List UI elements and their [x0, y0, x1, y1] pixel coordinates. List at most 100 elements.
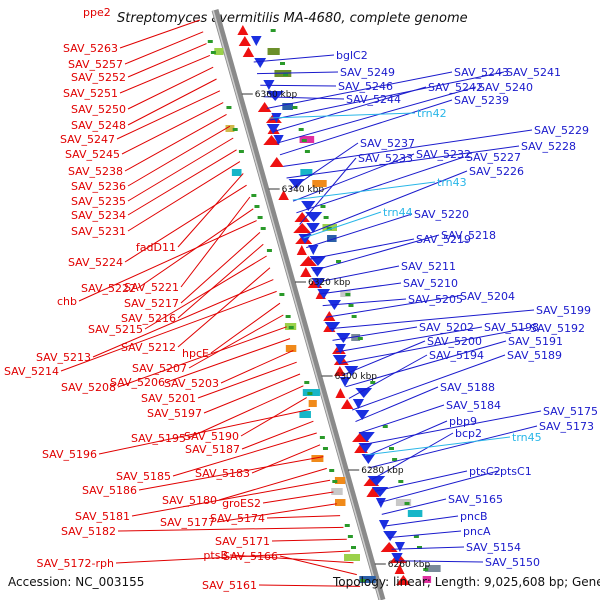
reverse-gene-arrow	[358, 443, 373, 453]
gene-label: SAV_5180	[162, 494, 217, 507]
leader-line	[203, 373, 301, 414]
scale-tick-label: 6260 kbp	[388, 560, 431, 570]
label-leader-lines	[60, 19, 542, 587]
leader-line	[266, 71, 453, 109]
leader-line	[306, 213, 413, 249]
gene-label: SAV_5249	[340, 66, 395, 79]
annotation-block	[422, 576, 432, 583]
small-feature-mark	[283, 73, 289, 76]
reverse-gene-arrow	[288, 179, 305, 189]
reverse-gene-arrow	[266, 91, 285, 101]
leader-line	[302, 170, 468, 237]
gene-label: SAV_5198	[484, 321, 539, 334]
gene-label: pbp9	[449, 415, 477, 428]
reverse-gene-arrow	[358, 432, 375, 442]
forward-gene-arrow	[335, 388, 346, 398]
leader-line	[384, 515, 459, 527]
gene-label: groES2	[222, 497, 261, 510]
annotation-block	[327, 235, 337, 242]
leader-line	[98, 408, 311, 455]
gene-label: SAV_5205	[408, 293, 463, 306]
leader-line	[391, 546, 465, 550]
leader-line	[251, 444, 321, 474]
leader-line	[144, 255, 267, 330]
small-feature-mark	[260, 227, 266, 230]
annotation-block	[395, 499, 412, 506]
leader-line	[365, 420, 448, 457]
leader-line	[273, 86, 427, 133]
gene-label: SAV_5202	[419, 321, 474, 334]
gene-label: SAV_5177	[160, 516, 215, 529]
forward-gene-arrow	[237, 25, 249, 35]
reverse-gene-arrow	[339, 377, 351, 387]
gene-label: SAV_5212	[121, 341, 176, 354]
gene-label: SAV_5235	[71, 195, 126, 208]
forward-gene-arrow	[300, 267, 312, 277]
leader-line	[269, 112, 416, 119]
gene-label: SAV_5227	[466, 151, 521, 164]
leader-line	[388, 530, 462, 539]
leader-line	[292, 181, 436, 201]
small-feature-mark	[404, 502, 410, 505]
small-feature-mark	[336, 260, 342, 263]
reverse-gene-arrow	[378, 520, 390, 530]
leader-line	[187, 385, 304, 439]
annotation-block	[225, 125, 235, 132]
small-feature-mark	[382, 425, 388, 428]
accession-text: Accession: NC_003155	[8, 575, 144, 589]
annotation-block	[214, 48, 224, 55]
leader-line	[124, 31, 204, 65]
gene-label: SAV_5199	[536, 304, 591, 317]
small-feature-mark	[288, 326, 294, 329]
leader-line	[119, 19, 200, 49]
reverse-gene-arrow	[352, 399, 365, 409]
scale-tick-label: 6300 kbp	[335, 372, 378, 382]
gene-label: SAV_5206	[110, 376, 165, 389]
gene-label: SAV_5220	[414, 208, 469, 221]
leader-line	[92, 279, 274, 358]
leader-line	[271, 538, 347, 542]
gene-label: SAV_5187	[185, 443, 240, 456]
annotation-block	[299, 136, 315, 143]
gene-label: SAV_5248	[71, 119, 126, 132]
gene-label: SAV_5222	[81, 282, 136, 295]
gene-label: ptsB	[203, 549, 228, 562]
small-feature-mark	[398, 480, 404, 483]
small-feature-mark	[280, 62, 286, 65]
small-feature-mark	[416, 546, 422, 549]
reverse-gene-arrow	[394, 542, 405, 552]
gene-label: SAV_5183	[195, 467, 250, 480]
scale-tick-label: 6320 kbp	[308, 278, 351, 288]
gene-label: SAV_5237	[360, 137, 415, 150]
small-feature-mark	[357, 337, 363, 340]
gene-label: fadD11	[136, 241, 176, 254]
gene-label: SAV_5247	[60, 133, 115, 146]
gene-label: SAV_5252	[71, 71, 126, 84]
leader-line	[127, 137, 234, 202]
leader-line	[394, 560, 484, 563]
small-feature-mark	[207, 40, 213, 43]
reverse-gene-arrow	[332, 355, 347, 365]
small-feature-mark	[301, 139, 307, 142]
gene-label: SAV_5263	[63, 42, 118, 55]
leader-line	[348, 354, 428, 399]
reverse-gene-arrow	[336, 333, 351, 343]
reverse-gene-arrow	[310, 267, 324, 277]
small-feature-mark	[348, 304, 354, 307]
annotation-block	[312, 180, 327, 187]
forward-gene-arrow	[380, 542, 398, 552]
gene-label: SAV_5191	[508, 335, 563, 348]
leader-line	[218, 467, 327, 501]
leader-line	[263, 96, 345, 100]
reverse-gene-arrow	[306, 223, 320, 233]
gene-label: SAV_5229	[534, 124, 589, 137]
gene-label: SAV_5190	[184, 430, 239, 443]
annotation-block	[359, 576, 376, 583]
gene-label: SAV_5242	[428, 81, 483, 94]
annotation-block	[300, 169, 313, 176]
small-feature-mark	[413, 535, 419, 538]
gene-label: SAV_5215	[88, 323, 143, 336]
gene-label: SAV_5172-rph	[37, 557, 115, 570]
gene-label: SAV_5207	[132, 362, 187, 375]
leader-line	[172, 432, 317, 477]
